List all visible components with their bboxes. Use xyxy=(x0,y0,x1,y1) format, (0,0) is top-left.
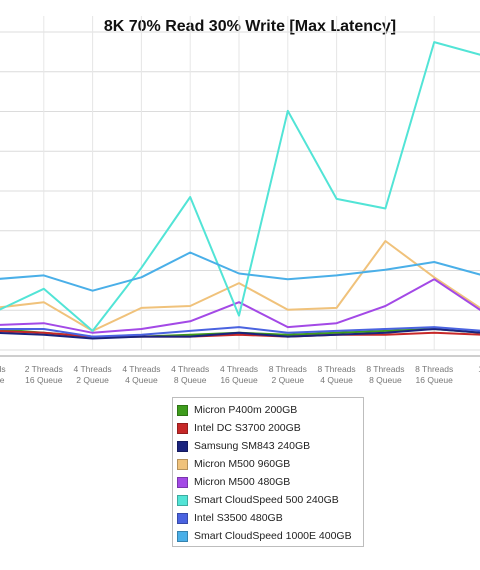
legend-swatch xyxy=(177,440,188,452)
series-line xyxy=(0,328,480,340)
legend-label: Micron M500 960GB xyxy=(194,458,291,470)
x-tick-label: 4 Threads 2 Queue xyxy=(74,364,112,385)
series-line xyxy=(0,326,480,338)
series-line xyxy=(0,251,480,292)
legend-item: Samsung SM843 240GB xyxy=(177,437,363,455)
legend-label: Smart CloudSpeed 1000E 400GB xyxy=(194,530,352,542)
legend-swatch xyxy=(177,458,188,470)
grid-lines xyxy=(0,16,480,351)
x-tick-label: 4 Threads 8 Queue xyxy=(171,364,209,385)
legend-item: Intel DC S3700 200GB xyxy=(177,419,363,437)
x-tick-label: 162 xyxy=(478,364,480,385)
x-tick-label: 4 Threads 16 Queue xyxy=(220,364,258,385)
legend-swatch xyxy=(177,422,188,434)
chart-title: 8K 70% Read 30% Write [Max Latency] xyxy=(103,18,397,35)
legend-swatch xyxy=(177,404,188,416)
legend-item: Smart CloudSpeed 500 240GB xyxy=(177,491,363,509)
legend-item: Intel S3500 480GB xyxy=(177,509,363,527)
series-line xyxy=(0,330,480,338)
x-tick-label: 8 Threads 4 Queue xyxy=(318,364,356,385)
chart-legend: Micron P400m 200GB Intel DC S3700 200GB Sa… xyxy=(172,397,364,547)
legend-swatch xyxy=(177,494,188,506)
legend-swatch xyxy=(177,530,188,542)
series-line xyxy=(0,278,480,334)
x-tick-label: 2 Threads 16 Queue xyxy=(25,364,63,385)
legend-item: Micron M500 480GB xyxy=(177,473,363,491)
legend-swatch xyxy=(177,512,188,524)
legend-item: Micron P400m 200GB xyxy=(177,401,363,419)
x-tick-label: 4 Threads 4 Queue xyxy=(122,364,160,385)
series-lines xyxy=(0,41,480,340)
x-tick-label: 8 Threads 2 Queue xyxy=(269,364,307,385)
x-tick-label: 8 Threads 8 Queue xyxy=(366,364,404,385)
legend-label: Intel DC S3700 200GB xyxy=(194,422,301,434)
series-line xyxy=(0,240,480,332)
legend-label: Intel S3500 480GB xyxy=(194,512,283,524)
x-tick-label: readsueue xyxy=(0,364,6,385)
x-tick-label: 8 Threads 16 Queue xyxy=(415,364,453,385)
legend-label: Micron M500 480GB xyxy=(194,476,291,488)
legend-item: Smart CloudSpeed 1000E 400GB xyxy=(177,527,363,545)
legend-label: Samsung SM843 240GB xyxy=(194,440,311,452)
legend-label: Micron P400m 200GB xyxy=(194,404,298,416)
legend-label: Smart CloudSpeed 500 240GB xyxy=(194,494,339,506)
series-line xyxy=(0,41,480,332)
legend-swatch xyxy=(177,476,188,488)
legend-item: Micron M500 960GB xyxy=(177,455,363,473)
